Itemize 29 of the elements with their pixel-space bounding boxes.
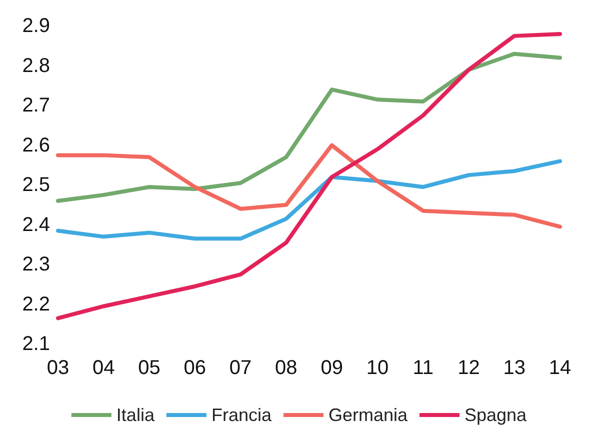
line-series	[56, 32, 562, 320]
legend-label: Germania	[328, 405, 408, 425]
y-tick-label: 2.1	[22, 333, 50, 355]
y-tick-label: 2.3	[22, 254, 50, 276]
y-tick-label: 2.9	[22, 15, 50, 37]
legend-label: Francia	[211, 405, 272, 425]
y-tick-label: 2.5	[22, 174, 50, 196]
x-tick-label: 10	[366, 357, 389, 379]
legend-label: Spagna	[464, 405, 528, 425]
y-tick-label: 2.6	[22, 134, 50, 156]
x-tick-label: 12	[458, 357, 480, 379]
line-series	[56, 143, 562, 229]
x-tick-label: 06	[184, 357, 206, 379]
legend-label: Italia	[116, 405, 156, 425]
line-series	[56, 52, 562, 203]
x-tick-label: 05	[138, 357, 160, 379]
y-tick-label: 2.8	[22, 54, 50, 77]
y-tick-label: 2.7	[22, 94, 50, 116]
y-tick-label: 2.4	[22, 214, 50, 236]
y-tick-label: 2.2	[22, 293, 50, 316]
x-tick-label: 03	[46, 357, 70, 379]
x-tick-label: 09	[320, 357, 343, 379]
x-tick-label: 07	[229, 357, 252, 379]
x-tick-label: 14	[548, 357, 572, 379]
x-tick-label: 04	[92, 357, 115, 379]
x-tick-label: 13	[503, 357, 526, 379]
line-series	[56, 159, 562, 241]
x-tick-label: 08	[275, 357, 298, 379]
x-tick-label: 11	[412, 357, 434, 379]
